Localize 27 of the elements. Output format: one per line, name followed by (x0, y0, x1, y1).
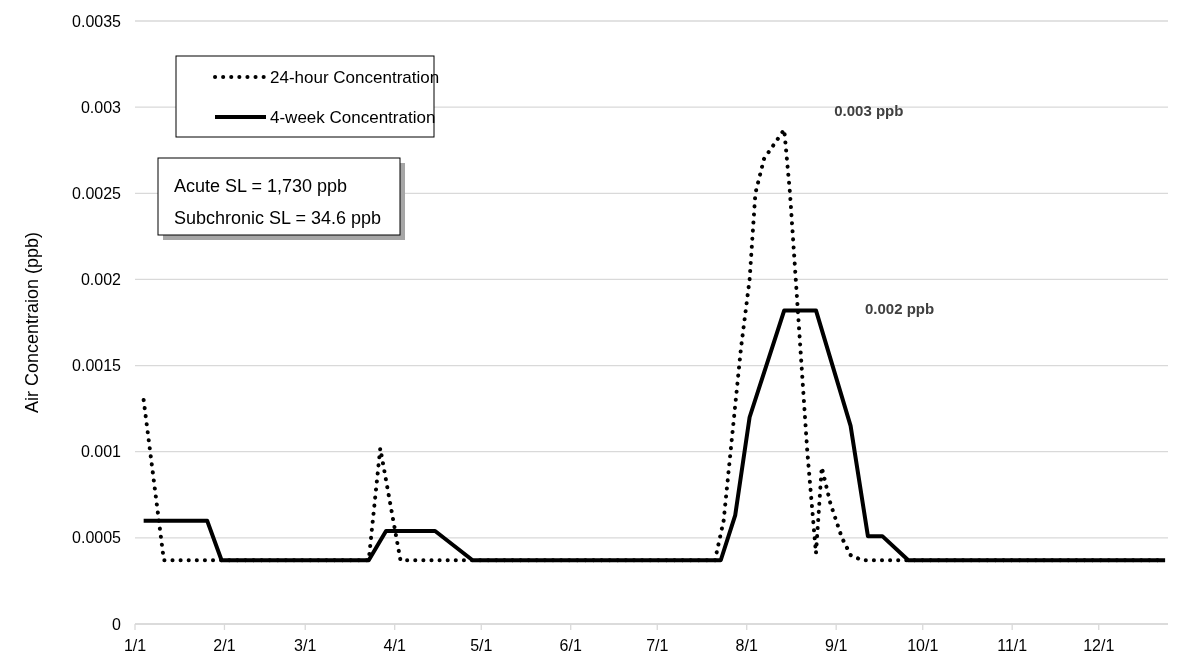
annotation: 0.003 ppb (834, 101, 904, 119)
x-tick-label: 6/1 (559, 637, 582, 654)
annotation: Acute SL = 1,730 ppb (174, 176, 347, 197)
y-tick-label: 0.0015 (72, 357, 122, 375)
y-tick-label: 0.002 (80, 271, 122, 289)
x-tick-label: 12/1 (1083, 637, 1115, 654)
y-tick-label: 0.0005 (72, 529, 122, 547)
x-tick-label: 5/1 (470, 637, 493, 654)
x-tick-label: 7/1 (646, 637, 669, 654)
y-tick-label: 0.0025 (72, 184, 122, 202)
y-tick-label: 0 (112, 615, 122, 633)
x-tick-label: 10/1 (907, 637, 939, 654)
x-tick-label: 2/1 (213, 637, 236, 654)
x-tick-label: 3/1 (294, 637, 317, 654)
annotation: Subchronic SL = 34.6 ppb (174, 208, 381, 229)
x-tick-label: 9/1 (825, 637, 848, 654)
y-axis-title: Air Concentraion (ppb) (22, 231, 42, 414)
y-tick-label: 0.0035 (72, 12, 122, 30)
annotation: 0.002 ppb (864, 299, 935, 317)
legend-label: 4-week Concentration (270, 107, 436, 127)
x-tick-label: 4/1 (383, 637, 406, 654)
y-tick-label: 0.001 (80, 443, 122, 461)
x-tick-label: 1/1 (123, 637, 147, 654)
legend-label: 24-hour Concentration (270, 67, 440, 87)
x-tick-label: 8/1 (735, 637, 758, 654)
y-tick-label: 0.003 (80, 98, 122, 116)
x-tick-label: 11/1 (997, 637, 1028, 654)
